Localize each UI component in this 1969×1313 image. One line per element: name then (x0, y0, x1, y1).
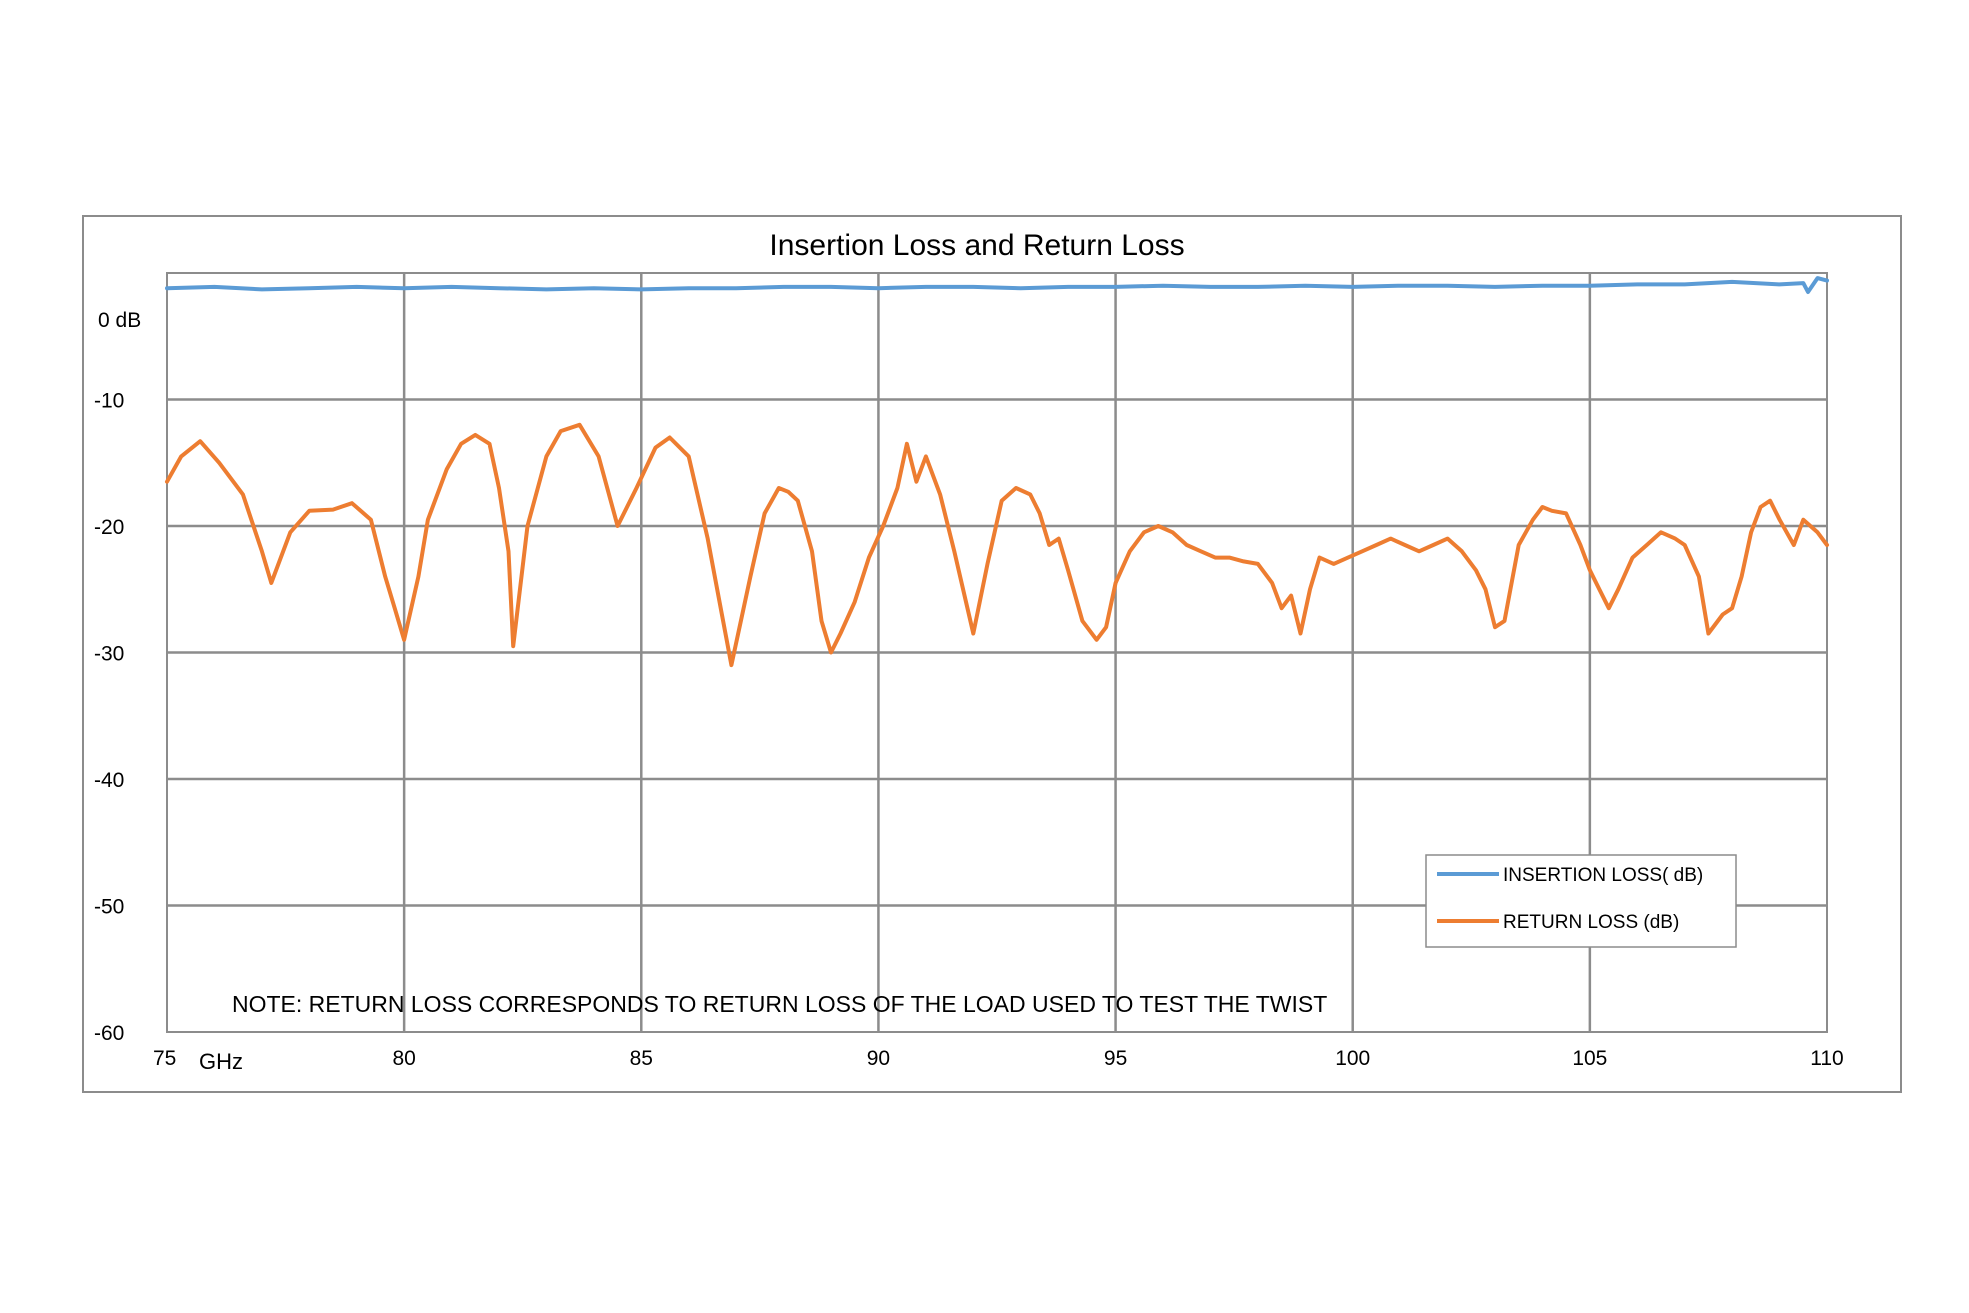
legend-label-return-loss: RETURN LOSS (dB) (1503, 912, 1679, 933)
x-tick-label: 95 (1104, 1047, 1127, 1070)
x-tick-label: 85 (630, 1047, 653, 1070)
axis-labels: 0 dB -10 -20 -30 -40 -50 -60 75 80 85 90 95 100 105 11… (94, 309, 1844, 1070)
x-tick-label: 75 (153, 1047, 176, 1070)
y-tick-label: -10 (94, 390, 124, 413)
y-tick-label: -30 (94, 643, 124, 666)
x-tick-label: 110 (1810, 1047, 1843, 1070)
x-unit-label: GHz (199, 1049, 243, 1074)
x-tick-label: 80 (392, 1047, 415, 1070)
chart-title: Insertion Loss and Return Loss (769, 229, 1184, 262)
y-tick-label: -20 (94, 516, 124, 539)
x-tick-label: 100 (1335, 1047, 1370, 1070)
chart-frame: Insertion Loss and Return Loss 0 dB -10 -2… (82, 215, 1902, 1093)
legend-box (1425, 854, 1737, 948)
series-layer (165, 276, 1829, 668)
y-tick-label: -40 (94, 769, 124, 792)
series-line-0 (165, 276, 1829, 294)
x-tick-label: 105 (1572, 1047, 1607, 1070)
y-tick-label: 0 dB (98, 309, 141, 332)
legend: INSERTION LOSS( dB) RETURN LOSS (dB) (1425, 854, 1737, 948)
series-line-1 (165, 422, 1829, 668)
y-tick-label: -60 (94, 1022, 124, 1045)
y-tick-label: -50 (94, 896, 124, 919)
x-tick-label: 90 (867, 1047, 890, 1070)
chart-svg: Insertion Loss and Return Loss 0 dB -10 -2… (94, 229, 1844, 1074)
legend-label-insertion-loss: INSERTION LOSS( dB) (1503, 865, 1703, 886)
chart-note: NOTE: RETURN LOSS CORRESPONDS TO RETURN … (232, 991, 1327, 1017)
